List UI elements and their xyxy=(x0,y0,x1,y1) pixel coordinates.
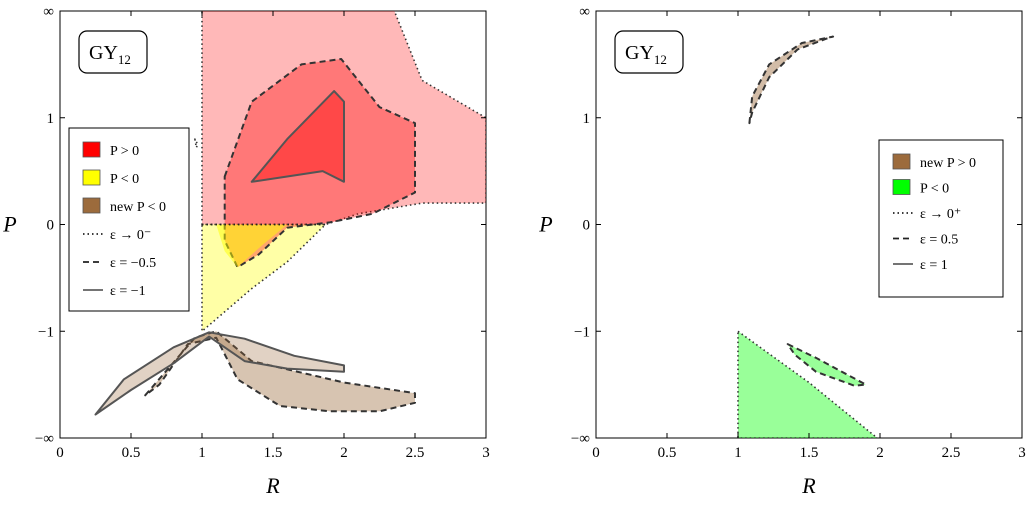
legend: new P > 0 P < 0 ε → 0⁺ ε = 0.5 ε = 1 xyxy=(878,139,1004,298)
legend-swatch xyxy=(892,153,911,170)
legend-entry: new P < 0 xyxy=(82,197,166,215)
legend-swatch xyxy=(892,179,911,195)
y-tick-label: ∞ xyxy=(579,4,590,20)
new-negative-region-eps-05 xyxy=(144,330,416,413)
y-axis-label: P xyxy=(538,212,552,237)
x-tick-label: 3 xyxy=(482,445,490,461)
x-tick-label: 0 xyxy=(592,445,600,461)
legend-label: new P < 0 xyxy=(110,200,166,215)
legend-label: new P > 0 xyxy=(920,156,976,171)
negative-region-eps-05 xyxy=(786,343,867,387)
legend-label: ε → 0⁻ xyxy=(110,228,151,243)
x-tick-label: 1 xyxy=(198,445,206,461)
x-tick-label: 2 xyxy=(876,445,884,461)
regions xyxy=(94,11,486,416)
legend-entry: P < 0 xyxy=(892,179,949,197)
chart-panel-2: 0 0.5 1 1.5 2 2.5 3 −∞ −1 0 1 ∞ R P GY12 new P > 0 P < 0… xyxy=(538,4,1025,498)
legend-entry: P < 0 xyxy=(82,169,139,187)
legend-label: P > 0 xyxy=(110,144,139,159)
y-tick-label: −∞ xyxy=(571,431,590,447)
x-tick-label: 0 xyxy=(56,445,64,461)
legend-swatch xyxy=(82,141,101,158)
model-badge: GY12 xyxy=(78,30,148,74)
new-positive-region-eps-05 xyxy=(748,35,835,125)
badge-frame xyxy=(614,30,684,74)
x-tick-label: 2.5 xyxy=(942,445,961,461)
legend-entry: ε = 1 xyxy=(893,258,948,273)
legend-entry: ε → 0⁺ xyxy=(893,207,961,222)
positive-region-eps-1 xyxy=(250,90,345,183)
y-tick-label: 0 xyxy=(583,218,591,234)
legend-entry: P > 0 xyxy=(82,141,139,159)
badge-frame xyxy=(78,30,148,74)
legend-entry: ε = −0.5 xyxy=(83,256,156,271)
x-axis-label: R xyxy=(801,473,816,498)
legend: P > 0 P < 0 new P < 0 ε → 0⁻ ε = −0.5 ε = −1 xyxy=(68,127,190,312)
x-tick-label: 1.5 xyxy=(800,445,819,461)
y-tick-label: −∞ xyxy=(35,431,54,447)
legend-label: ε = 0.5 xyxy=(920,233,958,248)
x-tick-label: 0.5 xyxy=(122,445,141,461)
y-tick-label: 0 xyxy=(47,218,55,234)
positive-region-eps-05 xyxy=(223,58,416,269)
model-badge: GY12 xyxy=(614,30,684,74)
negative-region-eps-05-yellow xyxy=(216,224,288,268)
y-tick-label: 1 xyxy=(47,111,55,127)
chart-panel-1: 0 0.5 1 1.5 2 2.5 3 −∞ −1 0 1 ∞ R P GY12 P > 0 P < 0 new … xyxy=(2,4,490,498)
y-tick-label: 1 xyxy=(583,111,591,127)
x-axis-label: R xyxy=(265,473,280,498)
legend-label: P < 0 xyxy=(920,182,949,197)
legend-swatch xyxy=(82,197,101,214)
y-tick-label: −1 xyxy=(574,324,590,340)
legend-label: P < 0 xyxy=(110,172,139,187)
legend-entry: ε → 0⁻ xyxy=(83,228,151,243)
legend-entry: ε = −1 xyxy=(83,284,146,299)
x-tick-label: 0.5 xyxy=(658,445,677,461)
legend-swatch xyxy=(82,169,101,186)
legend-entry: ε = 0.5 xyxy=(893,233,958,248)
legend-label: ε → 0⁺ xyxy=(920,207,961,222)
badge-text: GY12 xyxy=(89,42,131,67)
legend-label: ε = −1 xyxy=(110,284,146,299)
negative-region-eps-0 xyxy=(737,330,879,438)
y-tick-label: −1 xyxy=(38,324,54,340)
x-tick-label: 3 xyxy=(1018,445,1026,461)
legend-label: ε = 1 xyxy=(920,258,948,273)
legend-frame xyxy=(68,127,190,312)
y-tick-label: ∞ xyxy=(43,4,54,20)
x-tick-label: 1 xyxy=(734,445,742,461)
x-tick-label: 1.5 xyxy=(264,445,283,461)
new-negative-region-eps-1 xyxy=(94,331,345,416)
x-tick-label: 2 xyxy=(340,445,348,461)
legend-label: ε = −0.5 xyxy=(110,256,156,271)
isolated-dotted-mark xyxy=(194,138,199,149)
badge-text: GY12 xyxy=(625,42,667,67)
legend-entry: new P > 0 xyxy=(892,153,976,171)
regions xyxy=(737,35,879,438)
x-tick-label: 2.5 xyxy=(406,445,425,461)
y-axis-label: P xyxy=(2,212,16,237)
